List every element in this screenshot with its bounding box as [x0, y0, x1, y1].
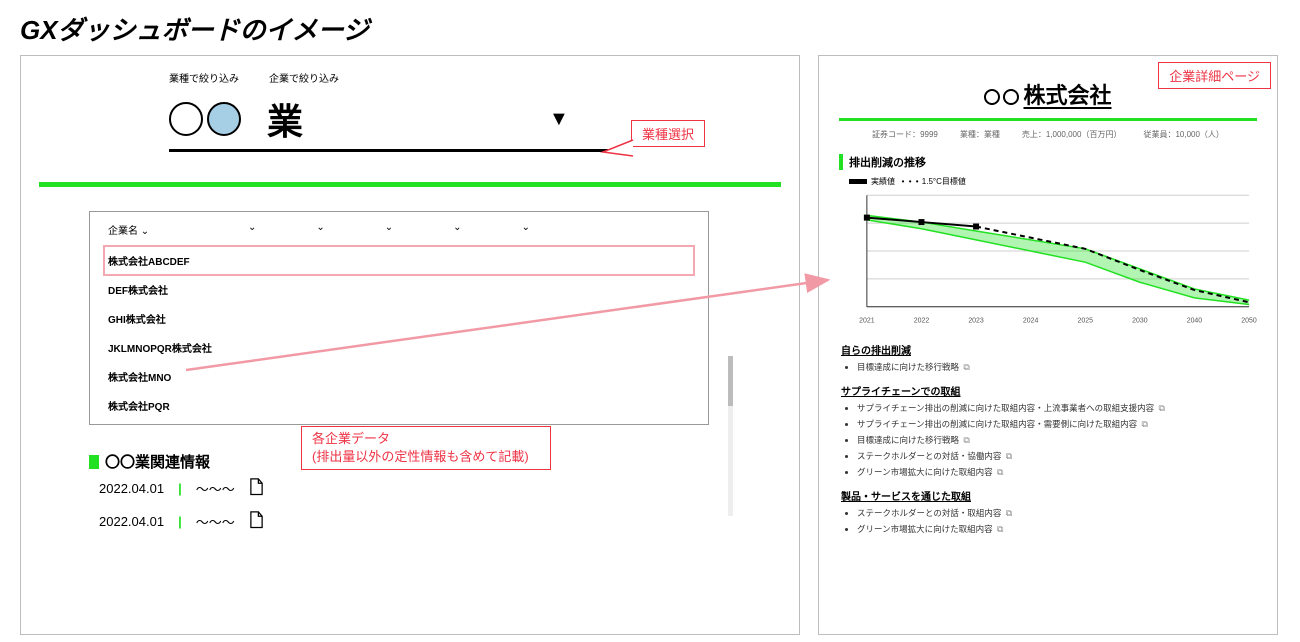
section-item[interactable]: グリーン市場拡大に向けた取組内容 ⧉: [857, 466, 1257, 478]
col-company[interactable]: 企業名 ⌄: [108, 222, 188, 237]
svg-text:2040: 2040: [1187, 318, 1203, 325]
news-text: ～～～: [196, 512, 235, 531]
filter-industry-label[interactable]: 業種で絞り込み: [169, 70, 239, 85]
section-heading: 自らの排出削減: [841, 342, 1257, 357]
section-item[interactable]: サプライチェーン排出の削減に向けた取組内容・上流事業者への取組支援内容 ⧉: [857, 402, 1257, 414]
section-item[interactable]: 目標達成に向けた移行戦略 ⧉: [857, 434, 1257, 446]
detail-panel: 企業詳細ページ 株式会社 証券コード：9999 業種：業種 売上：1,000,0…: [818, 55, 1278, 635]
table-row[interactable]: 株式会社MNO: [104, 362, 694, 391]
section-item[interactable]: グリーン市場拡大に向けた取組内容 ⧉: [857, 523, 1257, 535]
svg-text:2025: 2025: [1078, 318, 1094, 325]
section-item[interactable]: ステークホルダーとの対話・取組内容 ⧉: [857, 507, 1257, 519]
col-sort[interactable]: ⌄: [385, 222, 393, 237]
callout-company-data: 各企業データ (排出量以外の定性情報も含めて記載): [301, 426, 551, 470]
callout-pointer: [585, 132, 635, 162]
industry-word: 業: [267, 93, 303, 145]
col-sort[interactable]: ⌄: [522, 222, 530, 237]
document-icon: [249, 478, 264, 499]
news-item[interactable]: 2022.04.01|～～～: [99, 472, 781, 505]
chart-title: 排出削減の推移: [839, 154, 1257, 170]
page-title: GXダッシュボードのイメージ: [20, 10, 1280, 47]
news-date: 2022.04.01: [99, 514, 164, 529]
col-sort[interactable]: ⌄: [248, 222, 256, 237]
table-row[interactable]: DEF株式会社: [104, 275, 694, 304]
svg-text:2030: 2030: [1132, 318, 1148, 325]
callout-industry-select: 業種選択: [631, 120, 705, 147]
external-link-icon: ⧉: [997, 524, 1003, 534]
svg-text:2050: 2050: [1241, 318, 1257, 325]
external-link-icon: ⧉: [997, 467, 1003, 477]
chevron-down-icon[interactable]: ▼: [549, 108, 569, 131]
chart-legend: 実績値 • • • 1.5°C目標値: [849, 176, 1257, 187]
section-heading: 製品・サービスを通じた取組: [841, 488, 1257, 503]
svg-text:2024: 2024: [1023, 318, 1039, 325]
callout-detail-page: 企業詳細ページ: [1158, 62, 1271, 89]
svg-text:2023: 2023: [968, 318, 984, 325]
filter-company-label[interactable]: 企業で絞り込み: [269, 70, 339, 85]
news-item[interactable]: 2022.04.01|～～～: [99, 505, 781, 538]
emissions-chart: 2021 2022 2023 2024 2025 2030 2040 2050: [839, 189, 1257, 329]
svg-text:2022: 2022: [914, 318, 930, 325]
company-table: 企業名 ⌄ ⌄ ⌄ ⌄ ⌄ ⌄ 株式会社ABCDEFDEF株式会社GHI株式会社…: [89, 211, 709, 425]
col-sort[interactable]: ⌄: [316, 222, 324, 237]
divider-green: [39, 182, 781, 187]
svg-text:2021: 2021: [859, 318, 875, 325]
external-link-icon: ⧉: [1006, 508, 1012, 518]
section-item[interactable]: ステークホルダーとの対話・協働内容 ⧉: [857, 450, 1257, 462]
external-link-icon: ⧉: [963, 362, 969, 372]
section-heading: サプライチェーンでの取組: [841, 383, 1257, 398]
table-row[interactable]: 株式会社PQR: [104, 391, 694, 420]
col-sort[interactable]: ⌄: [453, 222, 461, 237]
external-link-icon: ⧉: [1158, 403, 1164, 413]
scrollbar-thumb[interactable]: [728, 356, 733, 406]
table-row[interactable]: 株式会社ABCDEF: [104, 246, 694, 275]
news-date: 2022.04.01: [99, 481, 164, 496]
external-link-icon: ⧉: [963, 435, 969, 445]
external-link-icon: ⧉: [1006, 451, 1012, 461]
external-link-icon: ⧉: [1141, 419, 1147, 429]
dashboard-panel: 業種で絞り込み 企業で絞り込み 業 ▼ 企業名 ⌄ ⌄ ⌄ ⌄ ⌄ ⌄ 株式: [20, 55, 800, 635]
section-item[interactable]: サプライチェーン排出の削減に向けた取組内容・需要側に向けた取組内容 ⧉: [857, 418, 1257, 430]
section-item[interactable]: 目標達成に向けた移行戦略 ⧉: [857, 361, 1257, 373]
table-row[interactable]: GHI株式会社: [104, 304, 694, 333]
table-row[interactable]: JKLMNOPQR株式会社: [104, 333, 694, 362]
company-meta: 証券コード：9999 業種：業種 売上：1,000,000（百万円） 従業員：1…: [839, 129, 1257, 140]
news-text: ～～～: [196, 479, 235, 498]
document-icon: [249, 511, 264, 532]
